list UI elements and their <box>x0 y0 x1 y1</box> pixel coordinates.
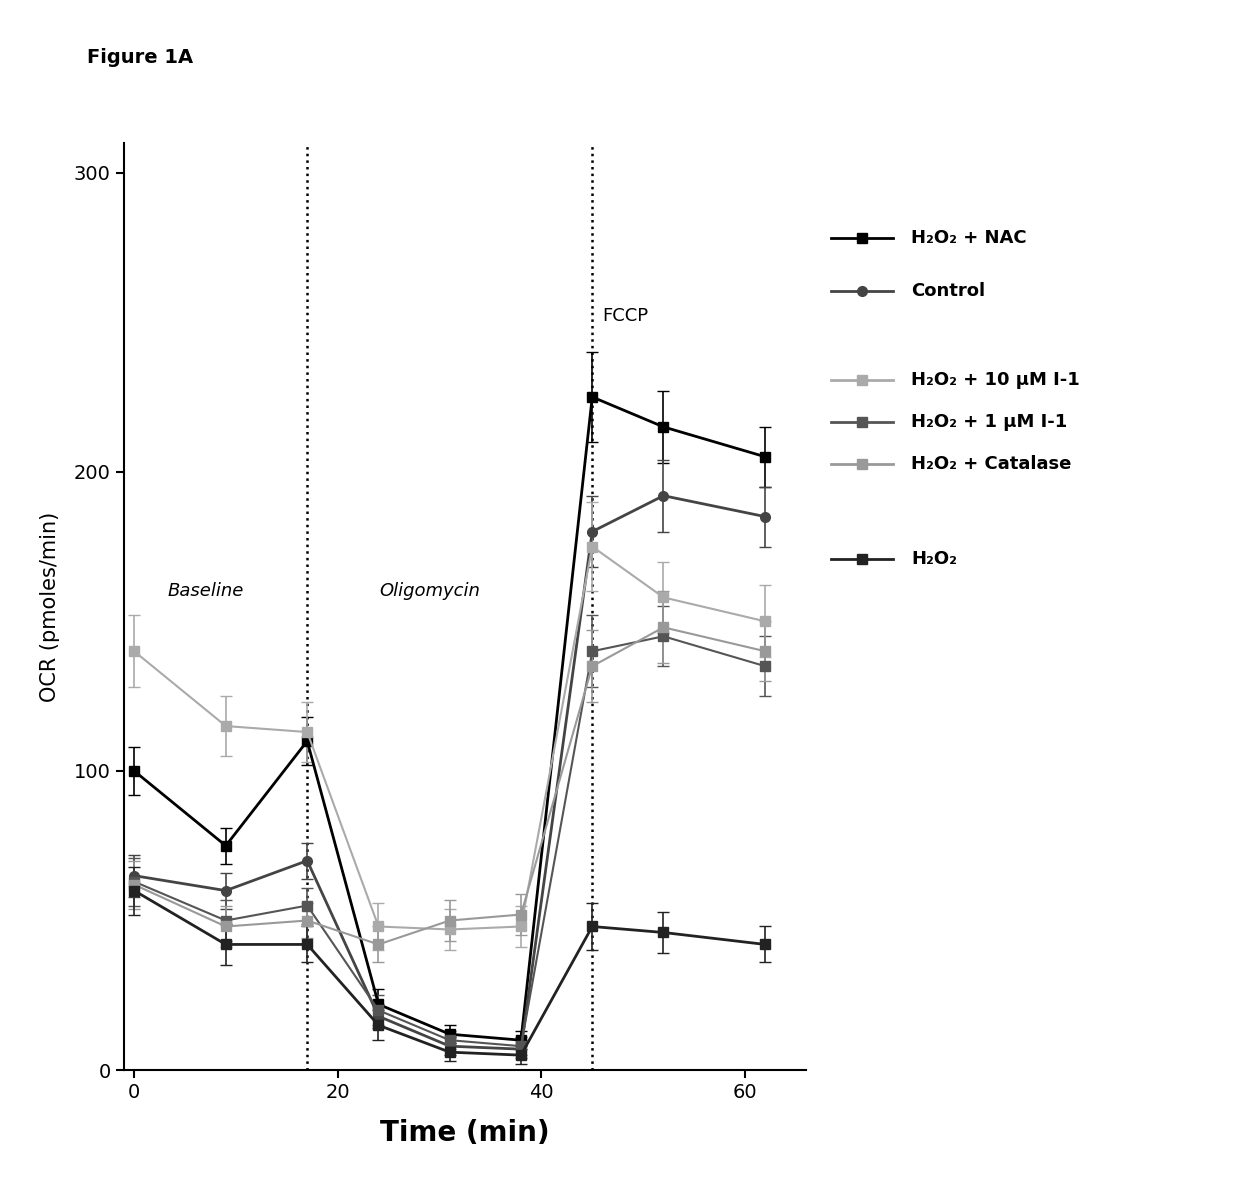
X-axis label: Time (min): Time (min) <box>381 1119 549 1147</box>
Text: FCCP: FCCP <box>603 307 649 326</box>
Text: H₂O₂ + 1 μM I-1: H₂O₂ + 1 μM I-1 <box>911 413 1068 432</box>
Text: H₂O₂: H₂O₂ <box>911 549 957 568</box>
Text: Baseline: Baseline <box>167 583 243 600</box>
Y-axis label: OCR (pmoles/min): OCR (pmoles/min) <box>40 511 60 702</box>
Text: Oligomycin: Oligomycin <box>379 583 480 600</box>
Text: H₂O₂ + NAC: H₂O₂ + NAC <box>911 228 1027 247</box>
Text: H₂O₂ + Catalase: H₂O₂ + Catalase <box>911 454 1071 473</box>
Text: Control: Control <box>911 282 986 301</box>
Text: H₂O₂ + 10 μM I-1: H₂O₂ + 10 μM I-1 <box>911 371 1080 390</box>
Text: Figure 1A: Figure 1A <box>87 48 193 67</box>
